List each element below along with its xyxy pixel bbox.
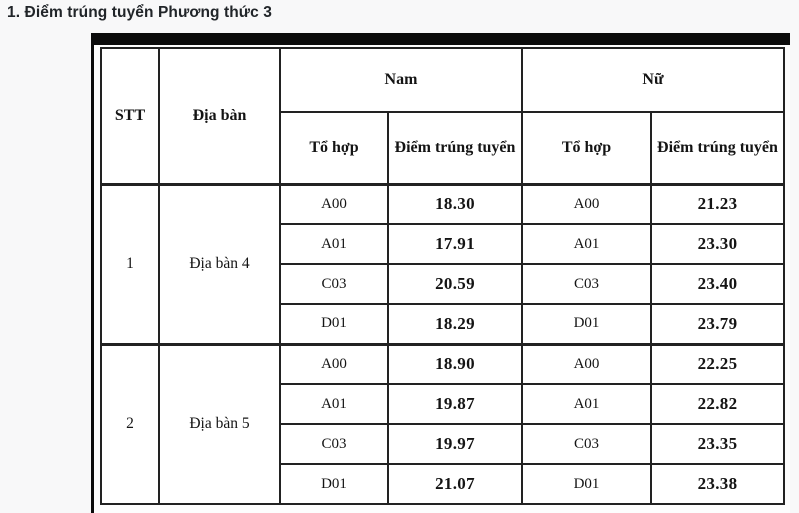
diem-nam-cell: 19.97: [387, 423, 523, 465]
diem-nu-cell: 23.38: [650, 463, 785, 505]
header-diem-nu: Điểm trúng tuyển: [650, 111, 785, 186]
header-nu: Nữ: [521, 47, 785, 113]
dia-ban-cell: Địa bàn 5: [158, 342, 281, 505]
diem-nam-cell: 21.07: [387, 463, 523, 505]
to-hop-nam-cell: A01: [279, 383, 389, 425]
to-hop-nam-cell: A00: [279, 182, 389, 225]
diem-nu-cell: 23.40: [650, 263, 785, 305]
diem-nam-cell: 18.30: [387, 182, 523, 225]
header-to-hop-nu: Tổ hợp: [521, 111, 652, 186]
to-hop-nu-cell: D01: [521, 463, 652, 505]
diem-nam-cell: 20.59: [387, 263, 523, 305]
to-hop-nam-cell: C03: [279, 423, 389, 465]
table-row: C03 19.97 C03 23.35: [101, 423, 785, 465]
diem-nam-cell: 18.90: [387, 342, 523, 385]
to-hop-nam-cell: A00: [279, 342, 389, 385]
diem-nu-cell: 22.25: [650, 342, 785, 385]
diem-nu-cell: 21.23: [650, 182, 785, 225]
to-hop-nu-cell: C03: [521, 263, 652, 305]
to-hop-nu-cell: D01: [521, 303, 652, 345]
page-title: 1. Điểm trúng tuyển Phương thức 3: [7, 4, 272, 21]
to-hop-nu-cell: A01: [521, 223, 652, 265]
to-hop-nam-cell: D01: [279, 463, 389, 505]
diem-nu-cell: 23.79: [650, 303, 785, 345]
to-hop-nu-cell: A00: [521, 182, 652, 225]
table-header-row-1: STT Địa bàn Nam Nữ: [100, 47, 785, 185]
to-hop-nu-cell: C03: [521, 423, 652, 465]
table-scan-frame: STT Địa bàn Nam Nữ Tổ hợp Điểm trúng tuy…: [91, 33, 790, 513]
table-row: A01 19.87 A01 22.82: [101, 383, 785, 425]
header-nam: Nam: [279, 47, 523, 113]
to-hop-nu-cell: A01: [521, 383, 652, 425]
header-stt: STT: [100, 47, 160, 185]
diem-nu-cell: 23.35: [650, 423, 785, 465]
table-row: 2 Địa bàn 5 A00 18.90 A00 22.25: [100, 342, 785, 505]
dia-ban-cell: Địa bàn 4: [158, 182, 281, 345]
diem-nam-cell: 17.91: [387, 223, 523, 265]
table-header-row-2: Tổ hợp Điểm trúng tuyển Tổ hợp Điểm trún…: [101, 111, 785, 186]
diem-nu-cell: 23.30: [650, 223, 785, 265]
table-row: A01 17.91 A01 23.30: [101, 223, 785, 265]
table-row: D01 21.07 D01 23.38: [101, 463, 785, 505]
to-hop-nu-cell: A00: [521, 342, 652, 385]
admission-score-table: STT Địa bàn Nam Nữ Tổ hợp Điểm trúng tuy…: [100, 47, 785, 505]
header-dia-ban: Địa bàn: [158, 47, 281, 185]
to-hop-nam-cell: A01: [279, 223, 389, 265]
header-to-hop-nam: Tổ hợp: [279, 111, 389, 186]
header-diem-nam: Điểm trúng tuyển: [387, 111, 523, 186]
to-hop-nam-cell: C03: [279, 263, 389, 305]
stt-cell: 2: [100, 342, 160, 505]
diem-nu-cell: 22.82: [650, 383, 785, 425]
stt-cell: 1: [100, 182, 160, 345]
table-row: 1 Địa bàn 4 A00 18.30 A00 21.23: [100, 182, 785, 345]
table-row: C03 20.59 C03 23.40: [101, 263, 785, 305]
diem-nam-cell: 18.29: [387, 303, 523, 345]
diem-nam-cell: 19.87: [387, 383, 523, 425]
table-row: D01 18.29 D01 23.79: [101, 303, 785, 345]
to-hop-nam-cell: D01: [279, 303, 389, 345]
